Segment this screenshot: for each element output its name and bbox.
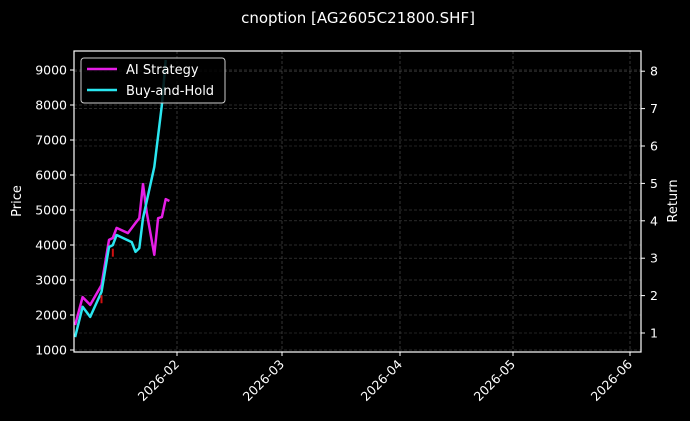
x-tick: 2026-04 <box>358 356 406 404</box>
y-tick-right: 3 <box>650 251 658 266</box>
left-axis: 1000 2000 3000 4000 5000 6000 7000 8000 9000 <box>35 63 74 358</box>
legend-label-ai-strategy: AI Strategy <box>126 63 199 78</box>
series-ai-strategy <box>74 182 170 326</box>
y-tick-right: 1 <box>650 326 658 341</box>
x-tick: 2026-05 <box>471 357 519 405</box>
chart-title: cnoption [AG2605C21800.SHF] <box>241 9 475 27</box>
y-axis-title-right: Return <box>666 179 681 222</box>
series-layer <box>74 59 170 338</box>
legend-label-buy-and-hold: Buy-and-Hold <box>126 84 214 99</box>
y-tick-right: 7 <box>650 101 658 116</box>
y-tick-left: 4000 <box>35 238 67 253</box>
y-tick-left: 5000 <box>35 203 67 218</box>
y-tick-left: 2000 <box>35 308 67 323</box>
legend: AI Strategy Buy-and-Hold <box>80 57 226 104</box>
y-tick-left: 6000 <box>35 168 67 183</box>
y-axis-title-left: Price <box>10 185 25 217</box>
x-tick: 2026-03 <box>240 357 288 405</box>
signal-marker <box>100 295 103 304</box>
x-axis: 2026-02 2026-03 2026-04 2026-05 2026-06 <box>135 352 636 405</box>
y-tick-left: 1000 <box>35 343 67 358</box>
x-tick: 2026-02 <box>135 357 183 405</box>
y-tick-right: 2 <box>650 288 658 303</box>
y-tick-left: 3000 <box>35 273 67 288</box>
right-axis: 1 2 3 4 5 6 7 8 <box>641 64 658 341</box>
y-tick-left: 7000 <box>35 133 67 148</box>
x-tick: 2026-06 <box>588 356 636 404</box>
signal-markers <box>100 248 114 304</box>
plot-frame <box>73 50 642 353</box>
y-tick-right: 5 <box>650 176 658 191</box>
grid-lines <box>74 51 641 352</box>
y-tick-left: 8000 <box>35 98 67 113</box>
y-tick-right: 8 <box>650 64 658 79</box>
y-tick-left: 9000 <box>35 63 67 78</box>
series-buy-and-hold <box>74 59 167 338</box>
y-tick-right: 6 <box>650 139 658 154</box>
signal-marker <box>111 248 114 257</box>
y-tick-right: 4 <box>650 213 658 228</box>
